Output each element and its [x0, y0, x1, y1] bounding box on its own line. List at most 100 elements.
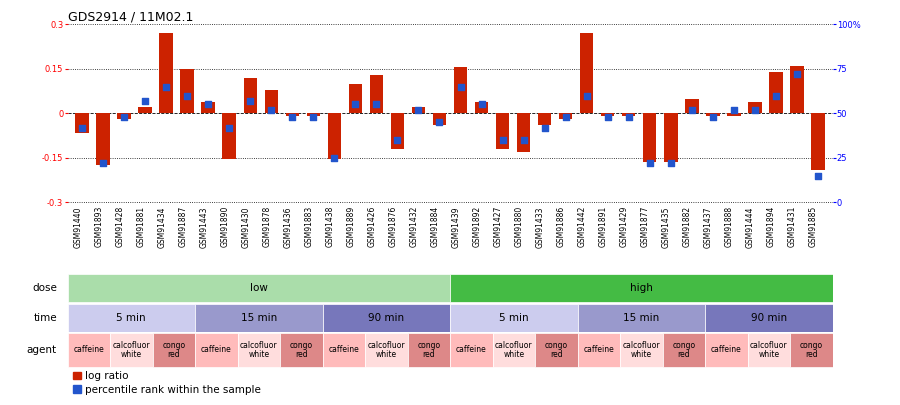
- Text: GSM91878: GSM91878: [263, 206, 272, 247]
- Text: GSM91887: GSM91887: [178, 206, 187, 247]
- Text: calcofluor
white: calcofluor white: [240, 341, 277, 358]
- Bar: [280, 333, 322, 367]
- Text: GSM91891: GSM91891: [598, 206, 608, 247]
- Text: calcofluor
white: calcofluor white: [750, 341, 788, 358]
- Text: calcofluor
white: calcofluor white: [623, 341, 660, 358]
- Point: [328, 155, 342, 161]
- Text: GSM91430: GSM91430: [241, 206, 250, 247]
- Bar: [454, 67, 467, 113]
- Point: [159, 83, 174, 90]
- Bar: [322, 333, 365, 367]
- Bar: [450, 274, 832, 303]
- Text: 5 min: 5 min: [116, 313, 146, 322]
- Text: GSM91883: GSM91883: [304, 206, 313, 247]
- Text: GSM91434: GSM91434: [158, 206, 166, 247]
- Text: GSM91892: GSM91892: [472, 206, 482, 247]
- Bar: [152, 333, 195, 367]
- Bar: [578, 303, 705, 332]
- Text: GSM91431: GSM91431: [788, 206, 796, 247]
- Bar: [559, 113, 572, 119]
- Bar: [68, 274, 450, 303]
- Point: [117, 114, 131, 120]
- Text: GSM91429: GSM91429: [619, 206, 628, 247]
- Bar: [474, 102, 489, 113]
- Bar: [76, 113, 89, 133]
- Text: congo
red: congo red: [800, 341, 823, 358]
- Bar: [643, 113, 656, 162]
- Bar: [662, 333, 705, 367]
- Bar: [68, 333, 110, 367]
- Bar: [348, 84, 363, 113]
- Text: GSM91432: GSM91432: [410, 206, 418, 247]
- Text: GSM91886: GSM91886: [556, 206, 565, 247]
- Point: [706, 114, 720, 120]
- Text: GSM91428: GSM91428: [115, 206, 124, 247]
- Text: GSM91436: GSM91436: [284, 206, 292, 247]
- Bar: [769, 72, 783, 113]
- Bar: [790, 333, 833, 367]
- Point: [306, 114, 320, 120]
- Bar: [285, 113, 299, 116]
- Text: congo
red: congo red: [418, 341, 440, 358]
- Point: [265, 107, 279, 113]
- Bar: [492, 333, 535, 367]
- Bar: [195, 303, 322, 332]
- Point: [643, 160, 657, 166]
- Point: [432, 119, 446, 126]
- Bar: [601, 113, 615, 116]
- Bar: [685, 98, 698, 113]
- Bar: [496, 113, 509, 149]
- Point: [411, 107, 426, 113]
- Text: congo
red: congo red: [162, 341, 185, 358]
- Text: 5 min: 5 min: [499, 313, 528, 322]
- Text: caffeine: caffeine: [328, 345, 359, 354]
- Bar: [578, 333, 620, 367]
- Text: caffeine: caffeine: [201, 345, 231, 354]
- Point: [369, 101, 383, 108]
- Bar: [411, 107, 426, 113]
- Text: calcofluor
white: calcofluor white: [112, 341, 150, 358]
- Text: agent: agent: [27, 345, 57, 355]
- Bar: [68, 303, 195, 332]
- Bar: [705, 333, 748, 367]
- Point: [621, 114, 635, 120]
- Point: [75, 124, 89, 131]
- Bar: [580, 33, 593, 113]
- Point: [600, 114, 615, 120]
- Bar: [391, 113, 404, 149]
- Bar: [96, 113, 110, 165]
- Text: GSM91433: GSM91433: [536, 206, 544, 247]
- Point: [201, 101, 215, 108]
- Point: [96, 160, 111, 166]
- Text: GSM91880: GSM91880: [515, 206, 524, 247]
- Point: [495, 137, 509, 143]
- Bar: [622, 113, 635, 116]
- Text: GSM91881: GSM91881: [136, 206, 145, 247]
- Text: calcofluor
white: calcofluor white: [367, 341, 405, 358]
- Bar: [195, 333, 238, 367]
- Bar: [202, 102, 215, 113]
- Text: caffeine: caffeine: [74, 345, 104, 354]
- Legend: log ratio, percentile rank within the sample: log ratio, percentile rank within the sa…: [73, 371, 261, 394]
- Point: [454, 83, 468, 90]
- Point: [517, 137, 531, 143]
- Bar: [265, 90, 278, 113]
- Text: caffeine: caffeine: [583, 345, 614, 354]
- Bar: [535, 333, 578, 367]
- Bar: [328, 113, 341, 160]
- Text: calcofluor
white: calcofluor white: [495, 341, 533, 358]
- Point: [222, 124, 237, 131]
- Text: GSM91440: GSM91440: [73, 206, 82, 247]
- Text: 90 min: 90 min: [368, 313, 404, 322]
- Bar: [238, 333, 280, 367]
- Point: [558, 114, 572, 120]
- Bar: [370, 75, 383, 113]
- Text: GSM91439: GSM91439: [452, 206, 461, 247]
- Bar: [322, 303, 450, 332]
- Bar: [537, 113, 552, 125]
- Text: GSM91890: GSM91890: [220, 206, 230, 247]
- Text: 90 min: 90 min: [751, 313, 787, 322]
- Text: caffeine: caffeine: [711, 345, 742, 354]
- Text: time: time: [33, 313, 57, 322]
- Point: [580, 92, 594, 99]
